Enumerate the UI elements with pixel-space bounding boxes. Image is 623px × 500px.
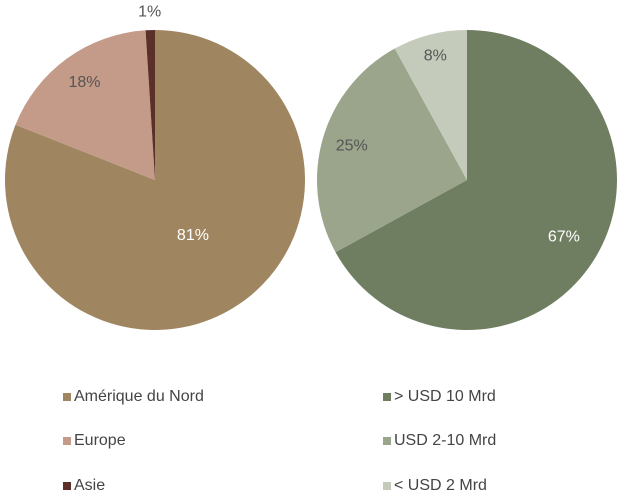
legend-swatch (63, 482, 71, 490)
legend-label: Amérique du Nord (74, 388, 204, 405)
legend-swatch (383, 393, 391, 401)
data-label: 18% (68, 74, 100, 91)
data-label: 8% (424, 48, 447, 65)
legend-label: > USD 10 Mrd (394, 388, 496, 405)
legend-label: USD 2-10 Mrd (394, 432, 496, 449)
legend-swatch (383, 482, 391, 490)
pie-slice (335, 30, 617, 330)
legend-swatch (63, 437, 71, 445)
legend-swatch (63, 393, 71, 401)
pie-slice (15, 30, 156, 180)
legend-label: Europe (74, 432, 126, 449)
pie-slice (4, 30, 305, 330)
legend-label: < USD 2 Mrd (394, 477, 487, 494)
pie-slice (145, 30, 155, 180)
data-label: 67% (548, 228, 580, 245)
legend-label: Asie (74, 477, 105, 494)
pie-slice (316, 48, 467, 253)
legend-swatch (383, 437, 391, 445)
data-label: 25% (336, 138, 368, 155)
pie-slice (394, 30, 467, 180)
data-label: 1% (138, 3, 161, 20)
data-label: 81% (177, 227, 209, 244)
